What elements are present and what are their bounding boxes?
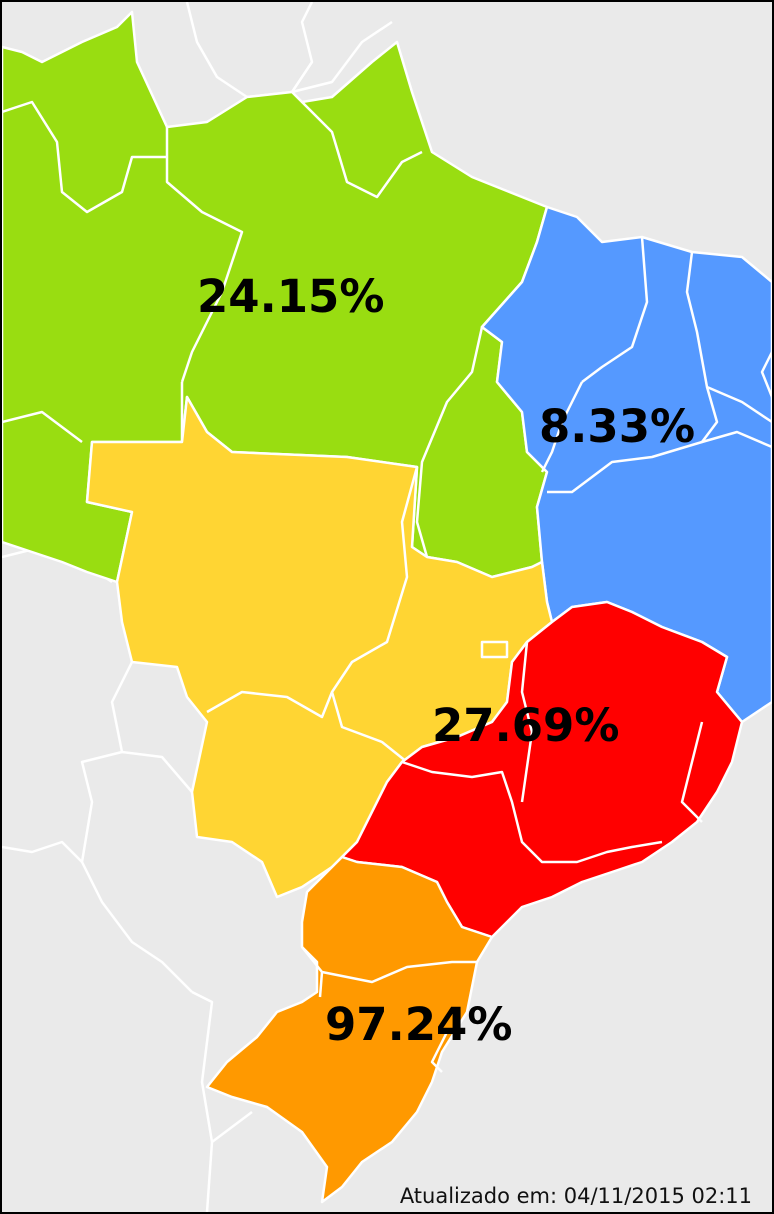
region-nordeste-label: 8.33%: [539, 400, 696, 453]
neighbour-countries: [2, 2, 393, 1212]
region-sudeste-label: 27.69%: [432, 699, 620, 752]
region-sudeste[interactable]: [340, 600, 744, 939]
region-sudeste-shape[interactable]: [340, 600, 744, 939]
region-norte-label: 24.15%: [197, 270, 385, 323]
last-updated-text: Atualizado em: 04/11/2015 02:11: [399, 1184, 752, 1208]
region-sul[interactable]: [205, 855, 494, 1204]
region-nordeste[interactable]: [480, 205, 772, 724]
region-sul-label: 97.24%: [325, 998, 513, 1051]
